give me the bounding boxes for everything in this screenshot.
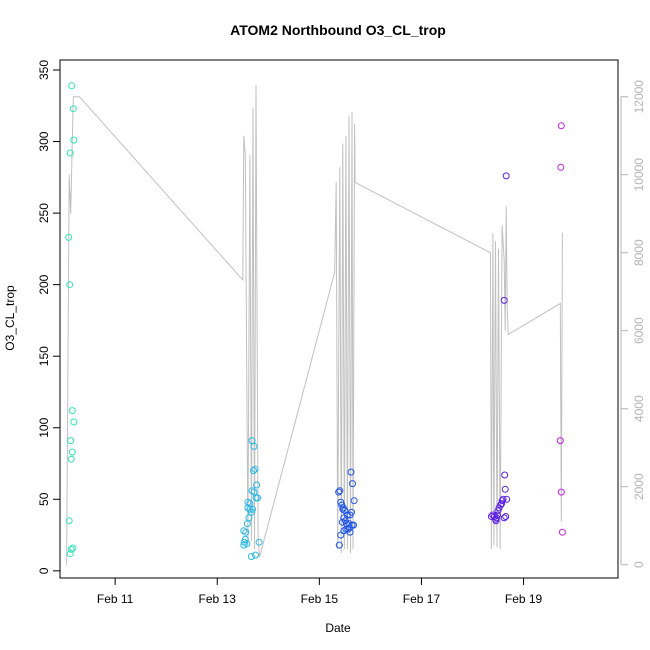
y-tick-label: 150 bbox=[37, 346, 51, 366]
data-point bbox=[253, 481, 261, 489]
data-point bbox=[349, 480, 356, 488]
data-point bbox=[67, 455, 75, 463]
data-point bbox=[339, 504, 347, 512]
x-axis-label: Date bbox=[325, 621, 351, 635]
y2-axis: 0 2000 4000 6000 8000 10000 12000 bbox=[620, 80, 646, 568]
data-point bbox=[240, 541, 248, 549]
secondary-line-layer bbox=[66, 84, 563, 565]
data-point bbox=[501, 471, 509, 479]
data-point bbox=[497, 501, 505, 509]
chart-title: ATOM2 Northbound O3_CL_trop bbox=[230, 22, 446, 38]
data-point bbox=[346, 524, 353, 532]
data-point bbox=[498, 497, 506, 505]
data-point bbox=[242, 528, 250, 536]
data-point bbox=[66, 281, 74, 289]
data-point bbox=[240, 527, 248, 535]
data-point bbox=[350, 497, 358, 505]
data-point bbox=[557, 163, 565, 171]
data-point bbox=[557, 122, 565, 130]
data-point bbox=[252, 551, 259, 559]
data-point bbox=[501, 485, 509, 493]
y-tick-label: 0 bbox=[37, 567, 51, 574]
data-point bbox=[66, 550, 74, 558]
x-axis: Feb 11 Feb 13 Feb 15 Feb 17 Feb 19 bbox=[97, 578, 543, 606]
data-point bbox=[503, 495, 511, 503]
y-tick-label: 50 bbox=[37, 492, 51, 506]
y2-tick-label: 12000 bbox=[632, 80, 646, 114]
data-point bbox=[498, 500, 506, 508]
data-point bbox=[70, 418, 78, 426]
x-tick-label: Feb 13 bbox=[199, 592, 237, 606]
data-point bbox=[346, 528, 354, 536]
data-point bbox=[244, 504, 252, 512]
y-tick-label: 250 bbox=[37, 203, 51, 223]
y2-tick-label: 2000 bbox=[632, 473, 646, 500]
data-point bbox=[243, 520, 251, 528]
data-point bbox=[247, 553, 255, 560]
data-point bbox=[68, 82, 76, 90]
data-point bbox=[255, 538, 263, 546]
plot-area-frame bbox=[59, 59, 619, 579]
data-point bbox=[347, 468, 355, 476]
data-point bbox=[69, 105, 77, 113]
data-point bbox=[254, 494, 262, 502]
y2-tick-label: 8000 bbox=[632, 239, 646, 266]
data-point bbox=[500, 514, 508, 522]
y-tick-label: 200 bbox=[37, 274, 51, 294]
data-point bbox=[557, 488, 565, 496]
data-point bbox=[499, 495, 507, 503]
data-point bbox=[336, 487, 344, 495]
x-tick-label: Feb 19 bbox=[505, 592, 543, 606]
data-point bbox=[248, 487, 256, 495]
data-point bbox=[335, 541, 343, 549]
y2-tick-label: 0 bbox=[632, 561, 646, 568]
x-tick-label: Feb 15 bbox=[301, 592, 339, 606]
data-point bbox=[558, 528, 566, 536]
y-tick-label: 100 bbox=[37, 417, 51, 437]
data-point bbox=[251, 465, 259, 473]
y-axis-label: O3_CL_trop bbox=[3, 285, 17, 351]
y-axis: 0 50 100 150 200 250 300 350 bbox=[37, 60, 60, 574]
data-point bbox=[68, 448, 76, 456]
y2-tick-label: 4000 bbox=[632, 395, 646, 422]
data-point bbox=[250, 467, 257, 475]
data-point bbox=[65, 233, 73, 241]
data-point bbox=[493, 514, 500, 522]
data-point bbox=[69, 544, 77, 552]
data-point bbox=[337, 531, 345, 539]
data-point bbox=[492, 517, 500, 525]
data-point bbox=[65, 517, 73, 525]
data-point bbox=[502, 172, 510, 180]
data-point bbox=[67, 437, 75, 445]
data-point bbox=[348, 508, 355, 516]
data-point bbox=[338, 518, 346, 526]
data-point bbox=[70, 136, 78, 144]
data-point bbox=[250, 442, 258, 450]
y2-tick-label: 6000 bbox=[632, 317, 646, 344]
y2-tick-label: 10000 bbox=[632, 158, 646, 192]
data-point bbox=[502, 513, 510, 520]
points-layer bbox=[65, 82, 566, 560]
data-point bbox=[335, 488, 343, 496]
data-point bbox=[68, 407, 76, 415]
secondary-series-line bbox=[66, 84, 563, 565]
data-point bbox=[66, 149, 74, 157]
y-tick-label: 300 bbox=[37, 131, 51, 151]
x-tick-label: Feb 11 bbox=[97, 592, 134, 606]
y-tick-label: 350 bbox=[37, 60, 51, 80]
data-point bbox=[556, 437, 564, 445]
x-tick-label: Feb 17 bbox=[403, 592, 441, 606]
data-point bbox=[247, 508, 255, 516]
data-point bbox=[67, 545, 75, 553]
data-point bbox=[500, 296, 508, 304]
